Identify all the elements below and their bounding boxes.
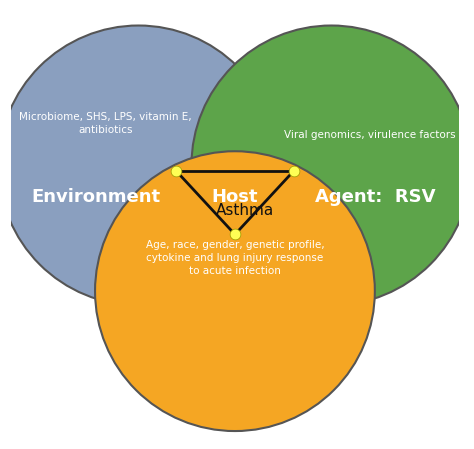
Circle shape (191, 26, 471, 305)
Text: Asthma: Asthma (216, 203, 274, 218)
Text: Agent:  RSV: Agent: RSV (315, 188, 435, 206)
Point (231, 231, 239, 238)
Text: Environment: Environment (31, 188, 161, 206)
Point (173, 167, 180, 175)
Circle shape (95, 151, 375, 431)
Text: Host: Host (212, 188, 258, 206)
Circle shape (0, 26, 278, 305)
Text: Viral genomics, virulence factors: Viral genomics, virulence factors (284, 130, 456, 140)
Text: Microbiome, SHS, LPS, vitamin E,
antibiotics: Microbiome, SHS, LPS, vitamin E, antibio… (19, 112, 192, 136)
Point (290, 167, 297, 175)
Text: Age, race, gender, genetic profile,
cytokine and lung injury response
to acute i: Age, race, gender, genetic profile, cyto… (146, 240, 324, 276)
